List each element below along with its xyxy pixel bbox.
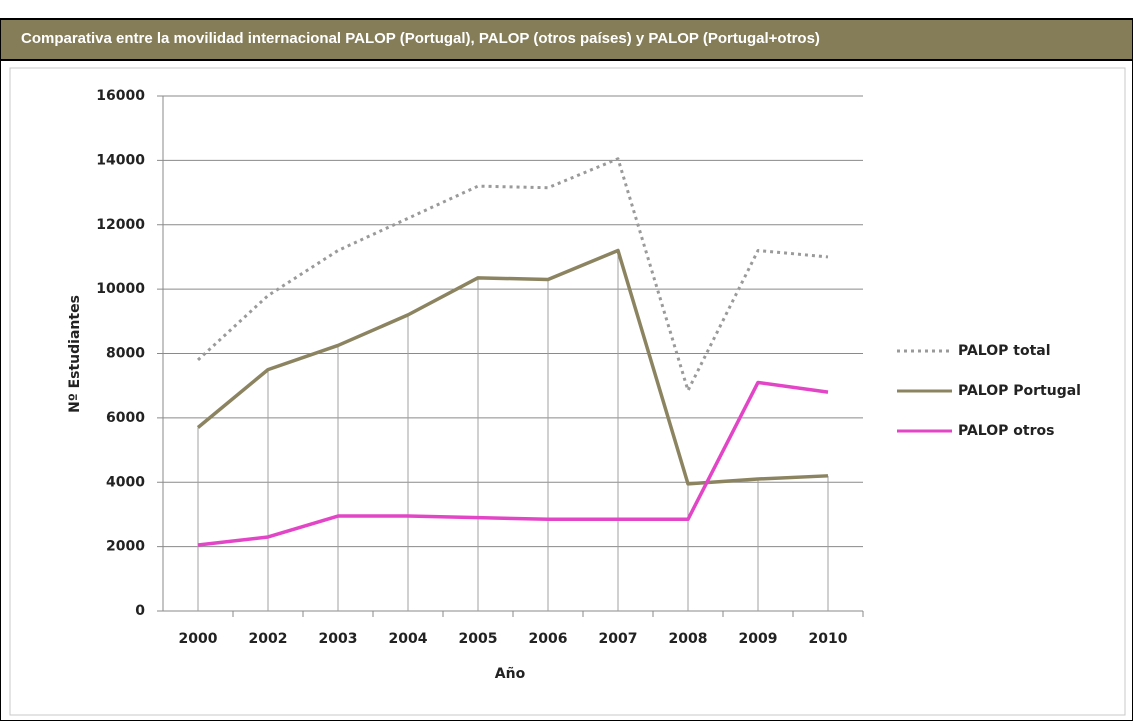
y-tick-label: 8000 xyxy=(106,346,145,362)
y-tick-label: 16000 xyxy=(96,88,145,104)
legend-label: PALOP total xyxy=(958,343,1051,359)
x-tick-label: 2003 xyxy=(319,631,358,647)
y-tick-label: 14000 xyxy=(96,152,145,168)
y-tick-label: 2000 xyxy=(106,539,145,555)
y-tick-label: 10000 xyxy=(96,281,145,297)
x-tick-label: 2010 xyxy=(809,631,848,647)
y-tick-label: 0 xyxy=(135,603,145,619)
legend-label: PALOP otros xyxy=(958,423,1054,439)
x-tick-label: 2009 xyxy=(739,631,778,647)
x-tick-label: 2002 xyxy=(249,631,288,647)
x-tick-label: 2004 xyxy=(389,631,428,647)
x-tick-label: 2005 xyxy=(459,631,498,647)
legend-label: PALOP Portugal xyxy=(958,383,1081,399)
panel-title: Comparativa entre la movilidad internaci… xyxy=(1,20,1132,61)
panel: Comparativa entre la movilidad internaci… xyxy=(0,18,1133,721)
y-axis-title: Nº Estudiantes xyxy=(67,295,83,413)
x-tick-label: 2008 xyxy=(669,631,708,647)
x-axis-title: Año xyxy=(495,666,526,682)
series-line xyxy=(196,248,829,486)
x-tick-label: 2007 xyxy=(599,631,638,647)
x-tick-label: 2000 xyxy=(179,631,218,647)
x-tick-label: 2006 xyxy=(529,631,568,647)
series-line xyxy=(197,380,829,547)
y-tick-label: 6000 xyxy=(106,410,145,426)
y-tick-label: 12000 xyxy=(96,217,145,233)
series-line xyxy=(196,157,829,393)
y-tick-label: 4000 xyxy=(106,474,145,490)
